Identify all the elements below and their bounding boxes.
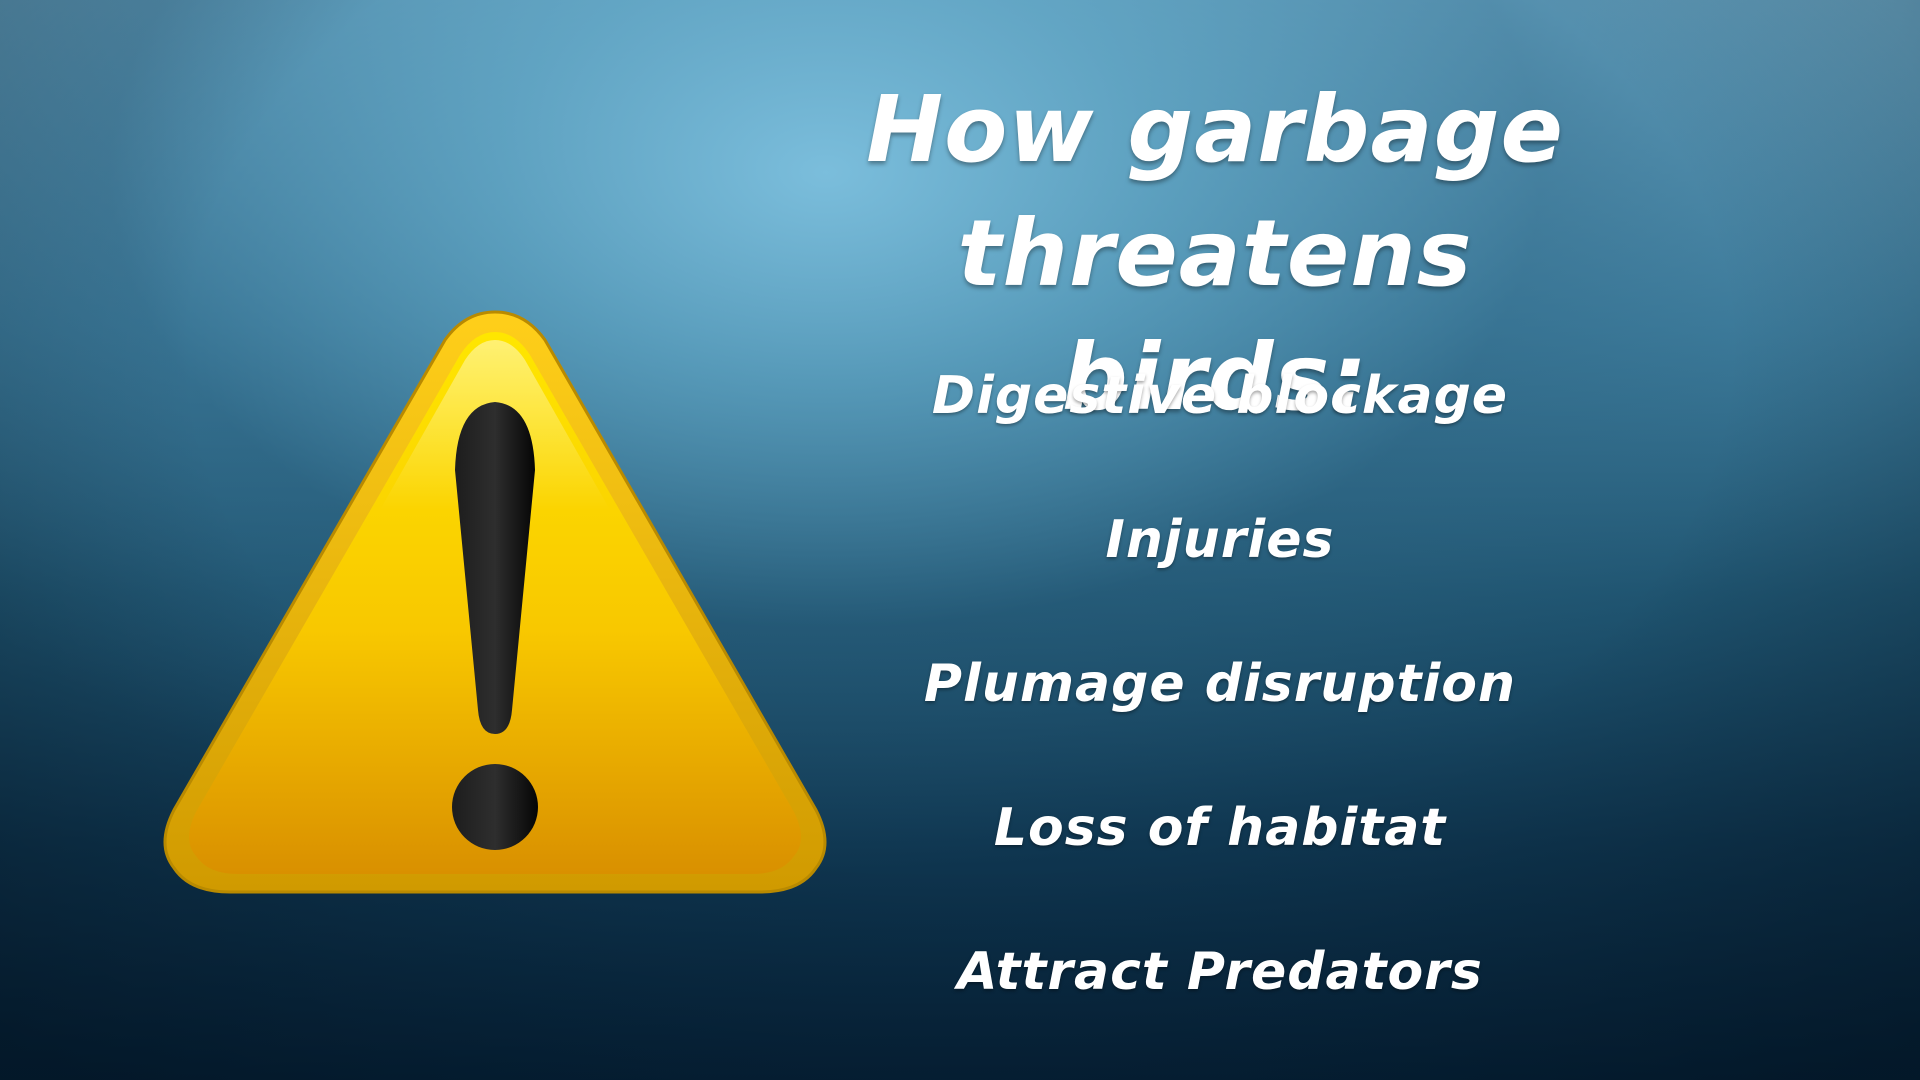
threat-item-attract-predators: Attract Predators — [957, 942, 1483, 1002]
threat-item-injuries: Injuries — [1105, 510, 1335, 570]
slide-title-line-2: birds: — [1061, 324, 1369, 431]
slide-title-line-1: How garbage threatens — [866, 76, 1564, 307]
slide-title: How garbage threatens birds: — [600, 68, 1830, 440]
threat-list: Digestive blockage Injuries Plumage disr… — [820, 360, 1620, 1080]
exclamation-bar — [455, 402, 535, 734]
threat-item-plumage-disruption: Plumage disruption — [923, 654, 1517, 714]
warning-exclamation-triangle-icon — [163, 310, 827, 894]
threat-item-digestive-blockage: Digestive blockage — [931, 366, 1509, 426]
exclamation-dot — [452, 764, 538, 850]
threat-item-loss-of-habitat: Loss of habitat — [993, 798, 1447, 858]
